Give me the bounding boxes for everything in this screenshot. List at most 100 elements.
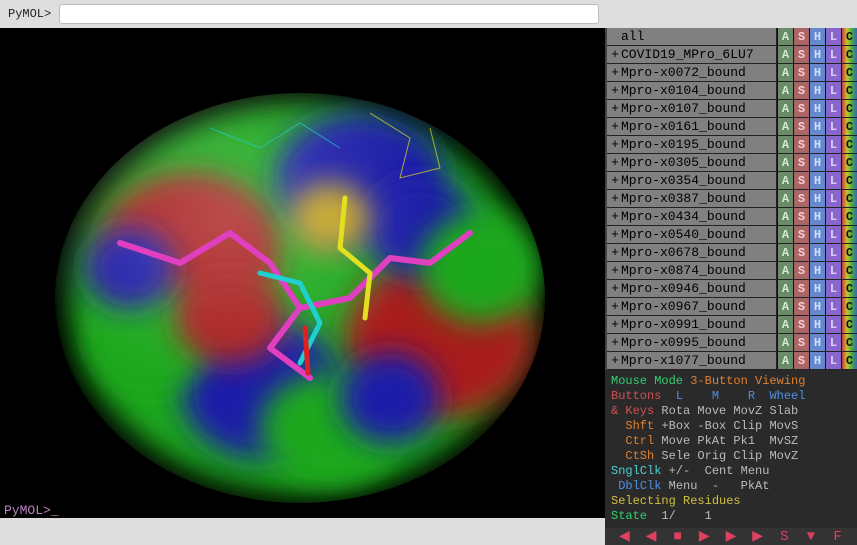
viewport-3d[interactable]: PyMOL>_: [0, 28, 605, 518]
ashlc-s-button[interactable]: S: [793, 100, 809, 117]
object-name[interactable]: +Mpro-x0161_bound: [607, 118, 777, 135]
object-row[interactable]: allASHLC: [607, 28, 857, 46]
ashlc-c-button[interactable]: C: [841, 82, 857, 99]
ashlc-c-button[interactable]: C: [841, 226, 857, 243]
ashlc-h-button[interactable]: H: [809, 190, 825, 207]
ashlc-l-button[interactable]: L: [825, 172, 841, 189]
ashlc-s-button[interactable]: S: [793, 172, 809, 189]
movie-button[interactable]: ▼: [802, 529, 820, 545]
ashlc-l-button[interactable]: L: [825, 334, 841, 351]
object-name[interactable]: +Mpro-x0195_bound: [607, 136, 777, 153]
ashlc-s-button[interactable]: S: [793, 154, 809, 171]
ashlc-l-button[interactable]: L: [825, 316, 841, 333]
movie-button[interactable]: ◀: [642, 528, 660, 545]
ashlc-c-button[interactable]: C: [841, 118, 857, 135]
ashlc-c-button[interactable]: C: [841, 100, 857, 117]
object-row[interactable]: +Mpro-x0991_boundASHLC: [607, 316, 857, 334]
ashlc-s-button[interactable]: S: [793, 316, 809, 333]
ashlc-a-button[interactable]: A: [777, 154, 793, 171]
object-row[interactable]: +Mpro-x0161_boundASHLC: [607, 118, 857, 136]
object-row[interactable]: +COVID19_MPro_6LU7ASHLC: [607, 46, 857, 64]
ashlc-h-button[interactable]: H: [809, 64, 825, 81]
ashlc-a-button[interactable]: A: [777, 64, 793, 81]
ashlc-a-button[interactable]: A: [777, 226, 793, 243]
ashlc-l-button[interactable]: L: [825, 136, 841, 153]
ashlc-a-button[interactable]: A: [777, 28, 793, 45]
ashlc-l-button[interactable]: L: [825, 82, 841, 99]
ashlc-a-button[interactable]: A: [777, 82, 793, 99]
object-name[interactable]: +Mpro-x0946_bound: [607, 280, 777, 297]
object-row[interactable]: +Mpro-x0678_boundASHLC: [607, 244, 857, 262]
ashlc-a-button[interactable]: A: [777, 208, 793, 225]
ashlc-a-button[interactable]: A: [777, 334, 793, 351]
ashlc-s-button[interactable]: S: [793, 208, 809, 225]
object-row[interactable]: +Mpro-x0967_boundASHLC: [607, 298, 857, 316]
ashlc-h-button[interactable]: H: [809, 226, 825, 243]
ashlc-a-button[interactable]: A: [777, 118, 793, 135]
ashlc-c-button[interactable]: C: [841, 334, 857, 351]
object-name[interactable]: +Mpro-x0107_bound: [607, 100, 777, 117]
ashlc-c-button[interactable]: C: [841, 46, 857, 63]
ashlc-l-button[interactable]: L: [825, 244, 841, 261]
object-name[interactable]: +Mpro-x1077_bound: [607, 352, 777, 369]
ashlc-l-button[interactable]: L: [825, 118, 841, 135]
object-row[interactable]: +Mpro-x0354_boundASHLC: [607, 172, 857, 190]
object-row[interactable]: +Mpro-x0874_boundASHLC: [607, 262, 857, 280]
ashlc-h-button[interactable]: H: [809, 82, 825, 99]
ashlc-h-button[interactable]: H: [809, 298, 825, 315]
ashlc-l-button[interactable]: L: [825, 262, 841, 279]
ashlc-h-button[interactable]: H: [809, 136, 825, 153]
ashlc-h-button[interactable]: H: [809, 244, 825, 261]
ashlc-c-button[interactable]: C: [841, 172, 857, 189]
ashlc-s-button[interactable]: S: [793, 136, 809, 153]
ashlc-s-button[interactable]: S: [793, 262, 809, 279]
ashlc-c-button[interactable]: C: [841, 316, 857, 333]
object-row[interactable]: +Mpro-x0195_boundASHLC: [607, 136, 857, 154]
object-row[interactable]: +Mpro-x0540_boundASHLC: [607, 226, 857, 244]
ashlc-c-button[interactable]: C: [841, 28, 857, 45]
ashlc-s-button[interactable]: S: [793, 64, 809, 81]
ashlc-s-button[interactable]: S: [793, 280, 809, 297]
movie-button[interactable]: ▶: [722, 528, 740, 545]
ashlc-h-button[interactable]: H: [809, 208, 825, 225]
ashlc-h-button[interactable]: H: [809, 100, 825, 117]
object-name[interactable]: +Mpro-x0967_bound: [607, 298, 777, 315]
object-name[interactable]: +Mpro-x0678_bound: [607, 244, 777, 261]
ashlc-a-button[interactable]: A: [777, 298, 793, 315]
ashlc-l-button[interactable]: L: [825, 226, 841, 243]
ashlc-s-button[interactable]: S: [793, 46, 809, 63]
ashlc-h-button[interactable]: H: [809, 334, 825, 351]
ashlc-a-button[interactable]: A: [777, 172, 793, 189]
object-name[interactable]: +Mpro-x0434_bound: [607, 208, 777, 225]
ashlc-l-button[interactable]: L: [825, 28, 841, 45]
object-row[interactable]: +Mpro-x0995_boundASHLC: [607, 334, 857, 352]
ashlc-s-button[interactable]: S: [793, 82, 809, 99]
object-row[interactable]: +Mpro-x0072_boundASHLC: [607, 64, 857, 82]
ashlc-c-button[interactable]: C: [841, 136, 857, 153]
ashlc-c-button[interactable]: C: [841, 154, 857, 171]
ashlc-s-button[interactable]: S: [793, 334, 809, 351]
ashlc-h-button[interactable]: H: [809, 154, 825, 171]
ashlc-h-button[interactable]: H: [809, 262, 825, 279]
object-name[interactable]: +Mpro-x0387_bound: [607, 190, 777, 207]
ashlc-a-button[interactable]: A: [777, 46, 793, 63]
object-name[interactable]: +Mpro-x0995_bound: [607, 334, 777, 351]
object-row[interactable]: +Mpro-x0946_boundASHLC: [607, 280, 857, 298]
ashlc-c-button[interactable]: C: [841, 352, 857, 369]
ashlc-l-button[interactable]: L: [825, 154, 841, 171]
object-name[interactable]: +Mpro-x0104_bound: [607, 82, 777, 99]
object-row[interactable]: +Mpro-x0434_boundASHLC: [607, 208, 857, 226]
ashlc-h-button[interactable]: H: [809, 280, 825, 297]
ashlc-c-button[interactable]: C: [841, 244, 857, 261]
ashlc-l-button[interactable]: L: [825, 280, 841, 297]
ashlc-a-button[interactable]: A: [777, 280, 793, 297]
ashlc-s-button[interactable]: S: [793, 190, 809, 207]
ashlc-a-button[interactable]: A: [777, 244, 793, 261]
ashlc-l-button[interactable]: L: [825, 64, 841, 81]
ashlc-c-button[interactable]: C: [841, 280, 857, 297]
ashlc-a-button[interactable]: A: [777, 262, 793, 279]
object-row[interactable]: +Mpro-x0104_boundASHLC: [607, 82, 857, 100]
object-name[interactable]: +COVID19_MPro_6LU7: [607, 46, 777, 63]
ashlc-a-button[interactable]: A: [777, 352, 793, 369]
ashlc-s-button[interactable]: S: [793, 298, 809, 315]
